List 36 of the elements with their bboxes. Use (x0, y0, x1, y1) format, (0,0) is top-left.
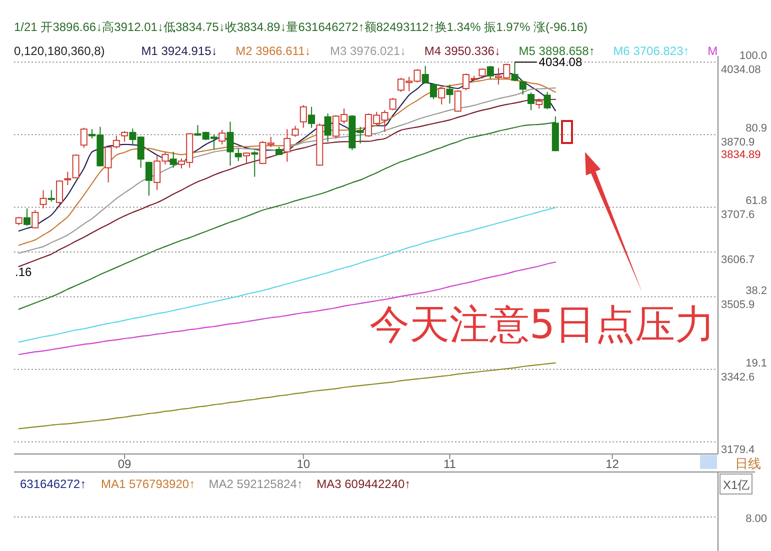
y2-tick-label: 80.9 (746, 122, 767, 135)
y-tick-label: 3505.9 (721, 298, 755, 311)
y-tick-label: 4034.08 (721, 64, 761, 76)
y-tick-label: 3606.7 (721, 254, 755, 266)
x-tick-label: 12 (606, 457, 620, 471)
legend-label: 631646272↑ (20, 477, 86, 491)
y-tick-label: 3870.9 (721, 136, 755, 149)
text: M2 3966.611↓ (236, 44, 311, 58)
text: M1 3924.915↓ (141, 44, 218, 58)
text: 日线 (735, 456, 761, 471)
y2-tick-label: 61.8 (746, 195, 767, 208)
y2-tick-label: 38.2 (746, 284, 767, 297)
text: 3834.89 (721, 149, 761, 161)
annotation: 4034.08 (538, 55, 582, 70)
text: M (708, 44, 718, 58)
text: M3 3976.021↓ (330, 44, 406, 58)
x-tick-label: 09 (118, 457, 132, 471)
y2-tick-label: 100.0 (739, 50, 767, 62)
legend-label: MA1 576793920↑ (101, 477, 196, 491)
annotation: 今天注意5日点压力 (370, 302, 715, 348)
text: M5 3898.658↑ (518, 44, 595, 58)
legend-title: 0,120,180,360,8) (14, 44, 105, 58)
annotation: .16 (15, 265, 32, 279)
x-tick-label: 10 (296, 457, 310, 471)
legend-label: MA2 592125824↑ (208, 477, 303, 491)
text: M6 3706.823↑ (613, 44, 690, 58)
text: M4 3950.336↓ (424, 44, 500, 58)
chart-title: 1/21 开3896.66↓高3912.01↓低3834.75↓收3834.89↓量631646272↑额82493112↑换1.34% 振1.97% 涨(-96.16) (14, 20, 588, 34)
y-tick-label: 3342.6 (721, 371, 755, 384)
text: 8.00 (746, 513, 767, 525)
x-tick-label: 11 (444, 457, 456, 471)
y-tick-label: 3707.6 (721, 209, 755, 222)
y2-tick-label: 19.1 (746, 357, 767, 370)
text: X1亿 (723, 478, 750, 492)
legend-label: MA3 609442240↑ (316, 477, 411, 491)
y-tick-label: 3179.4 (721, 444, 755, 456)
